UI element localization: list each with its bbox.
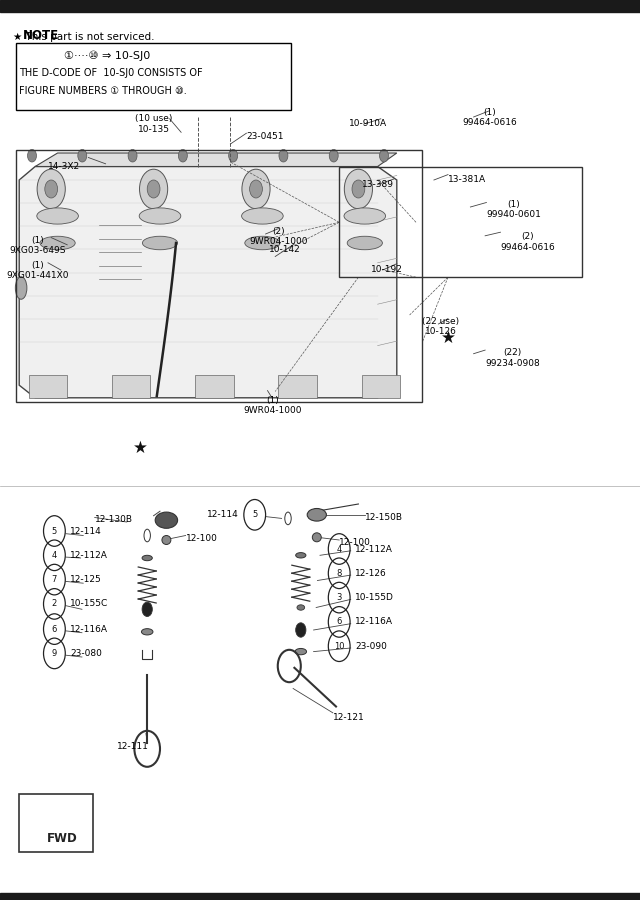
Text: 12-100: 12-100 bbox=[186, 534, 218, 543]
Circle shape bbox=[228, 149, 237, 162]
Circle shape bbox=[179, 149, 188, 162]
Ellipse shape bbox=[40, 236, 76, 249]
Bar bbox=[0, 0, 640, 12]
Ellipse shape bbox=[242, 208, 284, 224]
Text: 5: 5 bbox=[52, 526, 57, 536]
Text: 9: 9 bbox=[52, 649, 57, 658]
Ellipse shape bbox=[245, 236, 280, 249]
Text: FWD: FWD bbox=[47, 832, 78, 845]
Bar bbox=[29, 375, 67, 398]
Text: ★: ★ bbox=[133, 439, 148, 457]
Text: (1)
99940-0601: (1) 99940-0601 bbox=[486, 200, 541, 220]
Text: (1)
9XG01-441X0: (1) 9XG01-441X0 bbox=[6, 261, 69, 281]
Text: ★: ★ bbox=[440, 328, 456, 346]
Circle shape bbox=[352, 180, 365, 198]
Ellipse shape bbox=[347, 236, 383, 249]
Bar bbox=[278, 375, 317, 398]
Text: 4: 4 bbox=[52, 551, 57, 560]
Text: (1)
9WR04-1000: (1) 9WR04-1000 bbox=[243, 396, 301, 416]
Text: 12-126: 12-126 bbox=[355, 569, 387, 578]
Text: 12-116A: 12-116A bbox=[70, 625, 108, 634]
Text: 13-381A: 13-381A bbox=[448, 175, 486, 184]
Text: 12-112A: 12-112A bbox=[355, 544, 393, 554]
Ellipse shape bbox=[295, 648, 307, 655]
Bar bbox=[362, 375, 400, 398]
Text: (2)
9WR04-1000: (2) 9WR04-1000 bbox=[250, 227, 308, 247]
Text: 12-130B: 12-130B bbox=[95, 515, 132, 524]
Text: 6: 6 bbox=[337, 617, 342, 626]
Ellipse shape bbox=[296, 553, 306, 558]
Ellipse shape bbox=[141, 629, 153, 635]
Text: 10-910A: 10-910A bbox=[349, 119, 387, 128]
Ellipse shape bbox=[312, 533, 321, 542]
Text: 12-116A: 12-116A bbox=[355, 617, 393, 626]
Text: 5: 5 bbox=[252, 510, 257, 519]
Text: 10: 10 bbox=[334, 642, 344, 651]
Ellipse shape bbox=[162, 536, 171, 544]
Circle shape bbox=[78, 149, 87, 162]
Circle shape bbox=[37, 169, 65, 209]
Text: 12-150B: 12-150B bbox=[365, 513, 403, 522]
Text: ①····⑩ ⇒ 10-SJ0: ①····⑩ ⇒ 10-SJ0 bbox=[64, 50, 150, 61]
Text: 23-0451: 23-0451 bbox=[246, 132, 284, 141]
Text: 14-3X2: 14-3X2 bbox=[48, 162, 80, 171]
Text: 3: 3 bbox=[337, 593, 342, 602]
Text: THE D-CODE OF  10-SJ0 CONSISTS OF: THE D-CODE OF 10-SJ0 CONSISTS OF bbox=[19, 68, 203, 78]
Bar bbox=[0, 893, 640, 900]
Circle shape bbox=[329, 149, 338, 162]
Bar bbox=[112, 375, 150, 398]
Ellipse shape bbox=[140, 208, 181, 224]
Ellipse shape bbox=[142, 555, 152, 561]
Ellipse shape bbox=[143, 236, 178, 249]
Text: 12-100: 12-100 bbox=[339, 538, 371, 547]
Text: 6: 6 bbox=[52, 625, 57, 634]
Circle shape bbox=[128, 149, 137, 162]
Circle shape bbox=[279, 149, 288, 162]
Text: 12-111: 12-111 bbox=[117, 742, 149, 751]
Circle shape bbox=[28, 149, 36, 162]
Text: 23-080: 23-080 bbox=[70, 649, 102, 658]
Bar bbox=[19, 794, 93, 852]
Text: 10-192: 10-192 bbox=[371, 265, 403, 274]
Ellipse shape bbox=[36, 208, 78, 224]
Polygon shape bbox=[35, 153, 397, 166]
Circle shape bbox=[344, 169, 372, 209]
Text: (1)
99464-0616: (1) 99464-0616 bbox=[462, 108, 517, 128]
Text: (1)
9XG03-649S: (1) 9XG03-649S bbox=[10, 236, 66, 256]
Text: 2: 2 bbox=[52, 599, 57, 608]
Text: 23-090: 23-090 bbox=[355, 642, 387, 651]
Text: 8: 8 bbox=[337, 569, 342, 578]
Circle shape bbox=[296, 623, 306, 637]
Text: (22 use)
10-126: (22 use) 10-126 bbox=[422, 317, 460, 337]
Text: 10-155C: 10-155C bbox=[70, 599, 109, 608]
Text: 4: 4 bbox=[337, 544, 342, 554]
Text: FIGURE NUMBERS ① THROUGH ⑩.: FIGURE NUMBERS ① THROUGH ⑩. bbox=[19, 86, 187, 96]
Text: 12-114: 12-114 bbox=[207, 510, 239, 519]
Text: (22)
99234-0908: (22) 99234-0908 bbox=[485, 348, 540, 368]
Polygon shape bbox=[19, 166, 397, 398]
Circle shape bbox=[147, 180, 160, 198]
Text: 7: 7 bbox=[52, 575, 57, 584]
Circle shape bbox=[242, 169, 270, 209]
Bar bbox=[16, 150, 422, 402]
Text: 12-125: 12-125 bbox=[70, 575, 102, 584]
Circle shape bbox=[140, 169, 168, 209]
Text: 10-142: 10-142 bbox=[269, 245, 301, 254]
Text: ★ This part is not serviced.: ★ This part is not serviced. bbox=[13, 32, 154, 42]
Circle shape bbox=[250, 180, 262, 198]
Text: (2)
99464-0616: (2) 99464-0616 bbox=[500, 232, 556, 252]
Bar bbox=[195, 375, 234, 398]
Circle shape bbox=[380, 149, 388, 162]
Ellipse shape bbox=[344, 208, 385, 224]
Ellipse shape bbox=[156, 512, 178, 528]
Bar bbox=[16, 43, 291, 110]
Text: (10 use)
10-135: (10 use) 10-135 bbox=[135, 114, 172, 134]
Text: 12-114: 12-114 bbox=[70, 526, 102, 536]
Ellipse shape bbox=[307, 508, 326, 521]
Circle shape bbox=[45, 180, 58, 198]
Text: 13-389: 13-389 bbox=[362, 180, 394, 189]
Text: 12-112A: 12-112A bbox=[70, 551, 108, 560]
Ellipse shape bbox=[297, 605, 305, 610]
Bar bbox=[339, 166, 582, 277]
Text: NOTE: NOTE bbox=[22, 30, 58, 42]
